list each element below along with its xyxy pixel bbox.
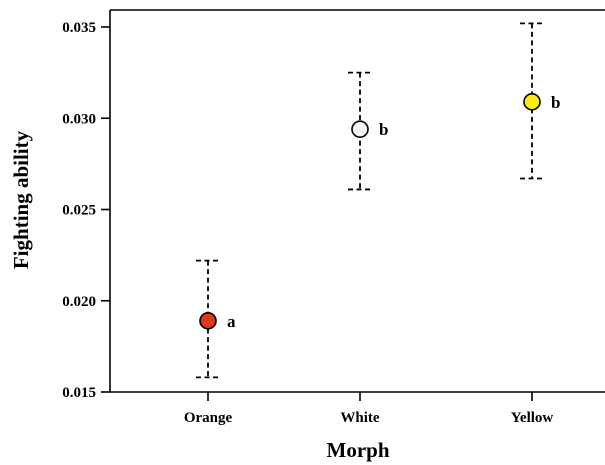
series: a b b — [196, 22, 560, 379]
data-point-orange — [199, 312, 217, 330]
group-label: b — [551, 93, 560, 112]
x-tick-label: Yellow — [511, 410, 554, 426]
data-point-group: a — [196, 259, 236, 379]
data-point-white — [351, 120, 369, 138]
x-tick-label: White — [340, 410, 380, 426]
y-tick-label: 0.030 — [62, 111, 96, 127]
y-tick-label: 0.020 — [62, 294, 96, 310]
group-label: a — [227, 312, 236, 331]
x-ticks: Orange White Yellow — [184, 392, 554, 426]
y-tick-label: 0.015 — [62, 385, 96, 401]
x-axis-title: Morph — [327, 438, 390, 462]
y-axis-title: Fighting ability — [9, 130, 33, 269]
y-tick-label: 0.025 — [62, 203, 96, 219]
data-point-group: b — [520, 22, 560, 180]
x-tick-label: Orange — [184, 410, 233, 426]
group-label: b — [379, 120, 388, 139]
data-point-yellow — [523, 93, 541, 111]
data-point-group: b — [348, 71, 388, 191]
y-ticks: 0.015 0.020 0.025 0.030 0.035 — [62, 20, 110, 401]
axes — [109, 9, 605, 393]
y-tick-label: 0.035 — [62, 20, 96, 36]
